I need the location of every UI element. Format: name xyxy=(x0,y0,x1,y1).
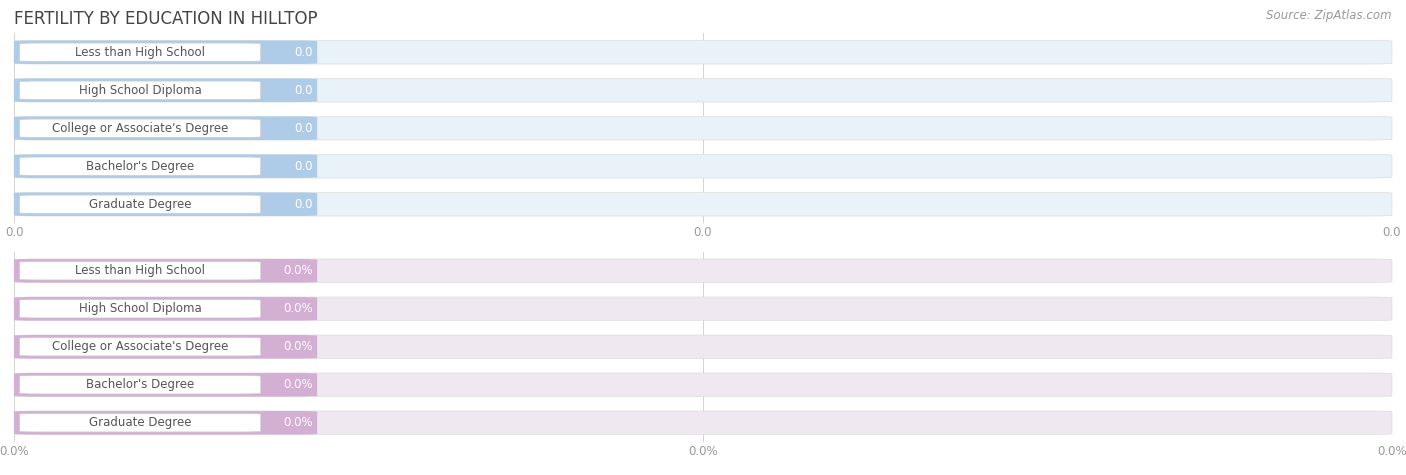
FancyBboxPatch shape xyxy=(20,195,260,213)
Text: High School Diploma: High School Diploma xyxy=(79,84,201,97)
Text: Bachelor's Degree: Bachelor's Degree xyxy=(86,378,194,391)
Text: FERTILITY BY EDUCATION IN HILLTOP: FERTILITY BY EDUCATION IN HILLTOP xyxy=(14,10,318,28)
FancyBboxPatch shape xyxy=(14,116,318,140)
Text: 0.0: 0.0 xyxy=(295,84,314,97)
Text: College or Associate's Degree: College or Associate's Degree xyxy=(52,122,228,135)
FancyBboxPatch shape xyxy=(14,154,318,178)
FancyBboxPatch shape xyxy=(14,297,1392,321)
Text: 0.0%: 0.0% xyxy=(284,378,314,391)
FancyBboxPatch shape xyxy=(20,43,260,61)
FancyBboxPatch shape xyxy=(14,154,1392,178)
Text: Bachelor's Degree: Bachelor's Degree xyxy=(86,160,194,173)
FancyBboxPatch shape xyxy=(20,262,260,280)
FancyBboxPatch shape xyxy=(14,335,318,359)
FancyBboxPatch shape xyxy=(20,119,260,137)
Text: 0.0: 0.0 xyxy=(295,122,314,135)
FancyBboxPatch shape xyxy=(14,373,318,397)
FancyBboxPatch shape xyxy=(14,40,1392,64)
FancyBboxPatch shape xyxy=(14,297,318,321)
Text: 0.0%: 0.0% xyxy=(284,340,314,353)
FancyBboxPatch shape xyxy=(14,78,318,102)
Text: 0.0%: 0.0% xyxy=(284,302,314,315)
FancyBboxPatch shape xyxy=(14,78,1392,102)
Text: 0.0: 0.0 xyxy=(295,46,314,59)
FancyBboxPatch shape xyxy=(14,259,1392,283)
Text: Less than High School: Less than High School xyxy=(75,46,205,59)
FancyBboxPatch shape xyxy=(14,259,318,283)
Text: High School Diploma: High School Diploma xyxy=(79,302,201,315)
FancyBboxPatch shape xyxy=(14,192,1392,216)
Text: 0.0%: 0.0% xyxy=(284,416,314,429)
FancyBboxPatch shape xyxy=(14,116,1392,140)
FancyBboxPatch shape xyxy=(20,338,260,356)
FancyBboxPatch shape xyxy=(14,192,318,216)
FancyBboxPatch shape xyxy=(20,376,260,394)
Text: Graduate Degree: Graduate Degree xyxy=(89,198,191,211)
Text: Graduate Degree: Graduate Degree xyxy=(89,416,191,429)
FancyBboxPatch shape xyxy=(20,157,260,175)
FancyBboxPatch shape xyxy=(14,373,1392,397)
Text: 0.0: 0.0 xyxy=(295,160,314,173)
Text: Source: ZipAtlas.com: Source: ZipAtlas.com xyxy=(1267,10,1392,22)
Text: College or Associate's Degree: College or Associate's Degree xyxy=(52,340,228,353)
FancyBboxPatch shape xyxy=(20,300,260,318)
Text: 0.0%: 0.0% xyxy=(284,264,314,277)
FancyBboxPatch shape xyxy=(20,81,260,99)
FancyBboxPatch shape xyxy=(14,411,318,435)
FancyBboxPatch shape xyxy=(20,414,260,432)
Text: Less than High School: Less than High School xyxy=(75,264,205,277)
FancyBboxPatch shape xyxy=(14,411,1392,435)
Text: 0.0: 0.0 xyxy=(295,198,314,211)
FancyBboxPatch shape xyxy=(14,335,1392,359)
FancyBboxPatch shape xyxy=(14,40,318,64)
